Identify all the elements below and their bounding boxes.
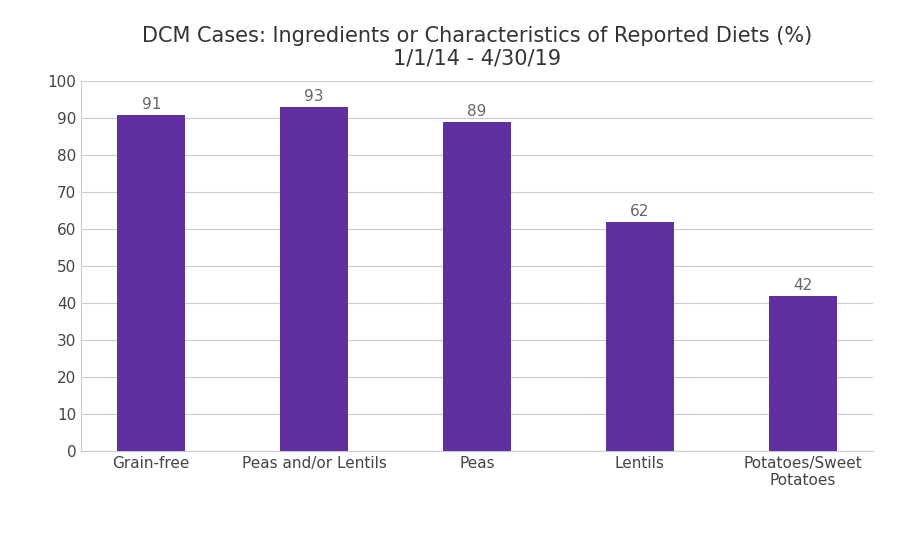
Bar: [280, 108, 348, 451]
Bar: [443, 122, 511, 451]
Bar: [606, 222, 674, 451]
Text: 91: 91: [141, 97, 161, 112]
Text: 42: 42: [793, 277, 813, 293]
Title: DCM Cases: Ingredients or Characteristics of Reported Diets (%)
1/1/14 - 4/30/19: DCM Cases: Ingredients or Characteristic…: [142, 26, 812, 69]
Bar: [117, 115, 185, 451]
Text: 89: 89: [467, 104, 487, 119]
Text: 62: 62: [630, 204, 650, 219]
Text: 93: 93: [304, 90, 324, 104]
Bar: [769, 295, 837, 451]
